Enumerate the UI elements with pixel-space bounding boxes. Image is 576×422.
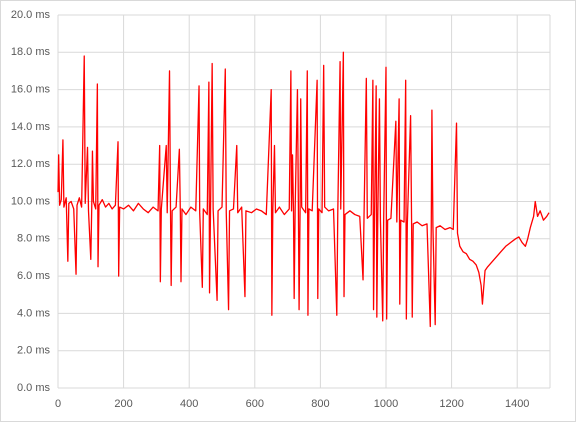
x-tick-label: 0 xyxy=(55,398,61,410)
y-tick-label: 12.0 ms xyxy=(11,158,51,170)
y-tick-label: 0.0 ms xyxy=(17,382,51,394)
y-tick-label: 16.0 ms xyxy=(11,84,51,96)
x-tick-label: 600 xyxy=(246,398,264,410)
x-tick-label: 400 xyxy=(180,398,198,410)
x-tick-label: 200 xyxy=(114,398,132,410)
y-tick-label: 18.0 ms xyxy=(11,46,51,58)
x-tick-label: 1400 xyxy=(505,398,529,410)
y-tick-label: 4.0 ms xyxy=(17,307,51,319)
y-tick-label: 6.0 ms xyxy=(17,270,51,282)
x-tick-label: 1200 xyxy=(439,398,463,410)
y-tick-label: 8.0 ms xyxy=(17,233,51,245)
x-tick-label: 1000 xyxy=(374,398,398,410)
y-tick-label: 2.0 ms xyxy=(17,345,51,357)
y-tick-label: 20.0 ms xyxy=(11,9,51,21)
y-tick-label: 10.0 ms xyxy=(11,195,51,207)
x-tick-label: 800 xyxy=(311,398,329,410)
data-line xyxy=(57,51,550,328)
y-tick-label: 14.0 ms xyxy=(11,121,51,133)
